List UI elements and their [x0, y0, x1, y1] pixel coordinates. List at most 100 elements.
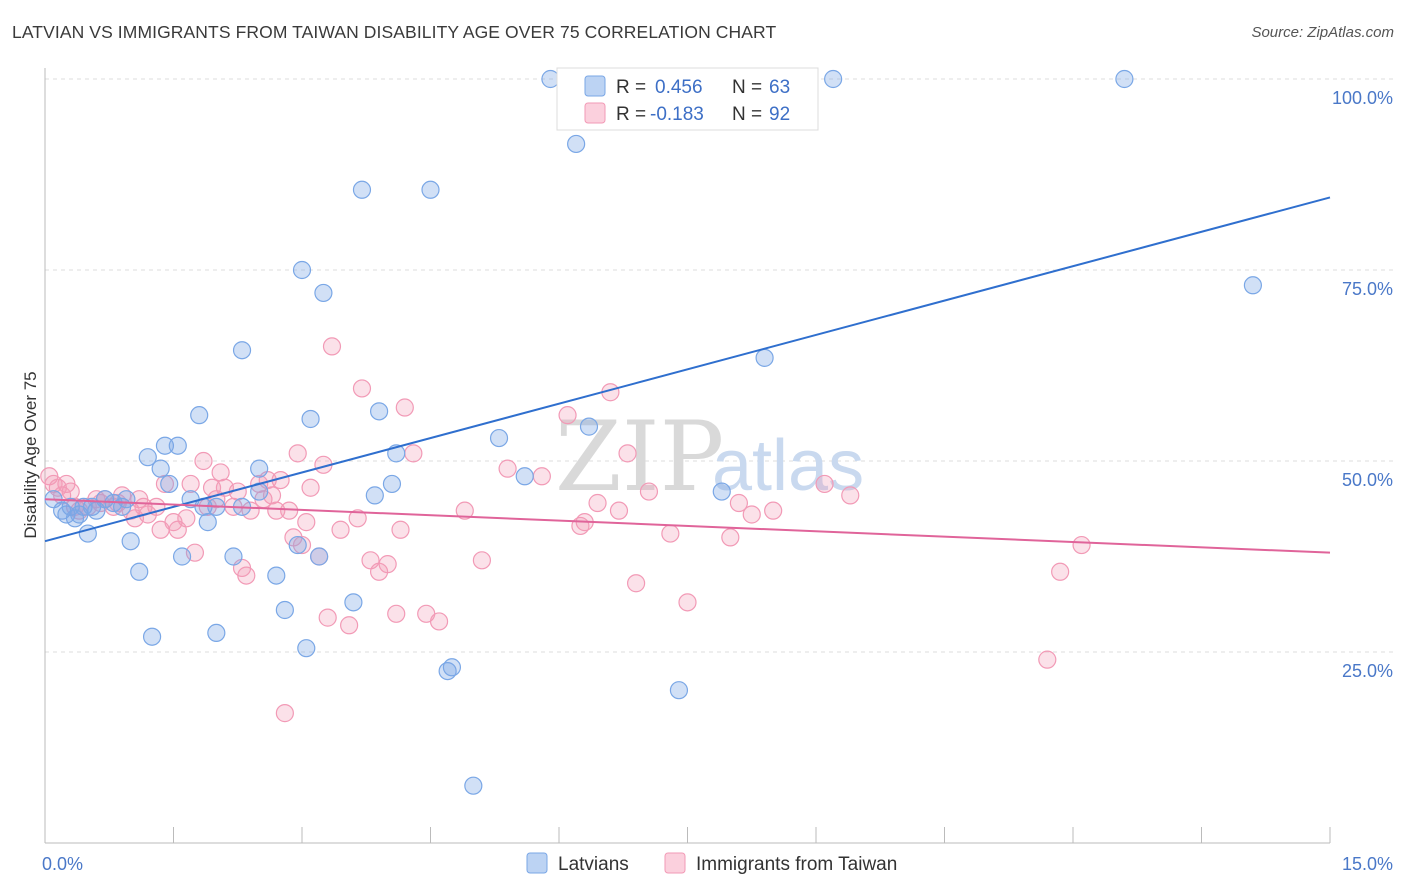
legend-label-latvians: Latvians	[558, 854, 629, 875]
taiwan-point	[742, 505, 761, 524]
legend-swatch-taiwan	[664, 852, 686, 874]
latvians-point	[190, 406, 209, 425]
latvians-point	[198, 513, 217, 532]
taiwan-point	[532, 467, 551, 486]
taiwan-point	[815, 474, 834, 494]
latvians-point	[267, 566, 286, 585]
taiwan-point	[318, 608, 337, 627]
latvians-point	[755, 348, 774, 367]
taiwan-point	[721, 528, 740, 547]
x-tick-label-min: 0.0%	[42, 854, 83, 874]
series-legend: Latvians Immigrants from Taiwan	[526, 852, 897, 875]
latvians-point	[382, 474, 402, 494]
taiwan-point	[729, 493, 749, 513]
taiwan-point	[194, 451, 213, 471]
taiwan-point	[404, 444, 423, 463]
latvians-point	[579, 417, 599, 436]
taiwan-point	[498, 459, 517, 478]
taiwan-point	[348, 509, 367, 528]
legend-swatch-latvians	[526, 852, 548, 874]
latvians-point	[344, 593, 363, 612]
latvians-point	[121, 532, 140, 551]
legend-label-taiwan: Immigrants from Taiwan	[696, 854, 897, 875]
taiwan-point	[472, 551, 491, 570]
y-tick-label-50: 50.0%	[1342, 470, 1393, 490]
taiwan-point	[626, 574, 646, 593]
y-tick-label-25: 25.0%	[1342, 661, 1393, 681]
latvians-point	[275, 600, 294, 620]
chart-source: Source: ZipAtlas.com	[1251, 24, 1394, 41]
legend-r-label-pink: R =	[616, 104, 646, 125]
taiwan-point	[267, 501, 286, 520]
latvians-point	[352, 180, 372, 199]
taiwan-point	[1038, 650, 1057, 669]
taiwan-point	[237, 566, 256, 585]
latvians-point	[442, 658, 462, 677]
taiwan-point	[301, 478, 320, 497]
latvians-point	[172, 547, 192, 566]
latvians-point	[168, 436, 187, 455]
y-tick-label-100: 100.0%	[1332, 88, 1393, 108]
latvians-point	[142, 627, 162, 646]
taiwan-point	[391, 520, 410, 539]
latvians-point	[370, 402, 389, 421]
taiwan-point	[352, 379, 372, 398]
taiwan-point	[297, 513, 316, 532]
latvians-point	[224, 547, 243, 566]
legend-r-label-blue: R =	[616, 77, 646, 98]
taiwan-point	[211, 463, 230, 482]
taiwan-point	[395, 398, 414, 417]
latvians-point	[130, 562, 149, 581]
taiwan-point	[177, 509, 196, 528]
taiwan-point	[378, 555, 397, 574]
taiwan-point	[609, 501, 629, 520]
taiwan-point	[639, 482, 659, 501]
taiwan-point	[558, 406, 577, 425]
chart-title: LATVIAN VS IMMIGRANTS FROM TAIWAN DISABI…	[12, 22, 777, 42]
y-tick-labels: 25.0% 50.0% 75.0% 100.0%	[1332, 88, 1393, 681]
taiwan-point	[764, 501, 783, 520]
latvians-point	[1115, 69, 1134, 89]
legend-swatch-blue	[584, 75, 606, 97]
legend-swatch-pink	[584, 102, 606, 124]
taiwan-point	[618, 444, 637, 463]
taiwan-point	[387, 604, 406, 623]
y-axis-label: Disability Age Over 75	[21, 371, 40, 538]
axes	[44, 68, 1331, 844]
legend-r-value-blue: 0.456	[655, 77, 703, 98]
latvians-trend-line	[44, 196, 1331, 543]
latvians-point	[151, 459, 170, 478]
taiwan-point	[241, 501, 260, 520]
taiwan-point	[841, 486, 860, 505]
grid-lines	[45, 78, 1393, 653]
latvians-point	[301, 409, 320, 429]
latvians-point	[250, 459, 269, 478]
latvians-point	[297, 639, 316, 658]
stats-legend: R = 0.456 N = 63 R = -0.183 N = 92	[556, 67, 819, 131]
legend-n-value-pink: 92	[769, 104, 790, 125]
taiwan-point	[280, 501, 299, 520]
latvians-point	[365, 486, 384, 505]
latvians-point	[567, 134, 586, 154]
series-latvians	[44, 69, 1263, 795]
taiwan-point	[1072, 535, 1091, 555]
taiwan-trend-line	[44, 498, 1331, 554]
taiwan-point	[678, 593, 697, 612]
latvians-point	[541, 69, 560, 89]
taiwan-point	[322, 337, 342, 356]
latvians-point	[1243, 276, 1263, 295]
series-immigrants-from-taiwan	[40, 337, 1091, 723]
taiwan-point	[429, 612, 449, 631]
taiwan-point	[288, 444, 307, 463]
latvians-point	[95, 490, 115, 509]
latvians-point	[207, 623, 226, 643]
latvians-point	[464, 776, 483, 795]
legend-r-value-pink: -0.183	[650, 104, 704, 125]
latvians-point	[160, 474, 179, 494]
x-tick-label-max: 15.0%	[1342, 854, 1393, 874]
taiwan-point	[181, 474, 200, 494]
taiwan-point	[292, 535, 312, 555]
latvians-point	[292, 260, 312, 280]
taiwan-point	[588, 493, 607, 513]
